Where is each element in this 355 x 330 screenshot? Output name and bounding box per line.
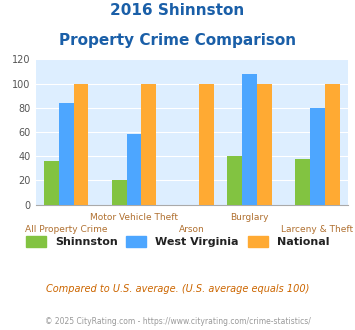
- Text: 2016 Shinnston: 2016 Shinnston: [110, 3, 245, 18]
- Bar: [325, 83, 340, 205]
- Bar: [295, 159, 310, 205]
- Bar: [73, 83, 88, 205]
- Bar: [199, 83, 214, 205]
- Text: Compared to U.S. average. (U.S. average equals 100): Compared to U.S. average. (U.S. average …: [46, 284, 309, 294]
- Text: © 2025 CityRating.com - https://www.cityrating.com/crime-statistics/: © 2025 CityRating.com - https://www.city…: [45, 317, 310, 326]
- Text: All Property Crime: All Property Crime: [25, 225, 107, 234]
- Bar: [242, 74, 257, 205]
- Bar: [310, 108, 325, 205]
- Legend: Shinnston, West Virginia, National: Shinnston, West Virginia, National: [21, 232, 334, 252]
- Bar: [59, 103, 73, 205]
- Text: Motor Vehicle Theft: Motor Vehicle Theft: [90, 213, 178, 222]
- Bar: [44, 161, 59, 205]
- Bar: [126, 134, 141, 205]
- Bar: [141, 83, 157, 205]
- Bar: [111, 181, 126, 205]
- Bar: [257, 83, 272, 205]
- Text: Property Crime Comparison: Property Crime Comparison: [59, 33, 296, 48]
- Text: Burglary: Burglary: [230, 213, 269, 222]
- Bar: [227, 156, 242, 205]
- Text: Larceny & Theft: Larceny & Theft: [281, 225, 353, 234]
- Text: Arson: Arson: [179, 225, 204, 234]
